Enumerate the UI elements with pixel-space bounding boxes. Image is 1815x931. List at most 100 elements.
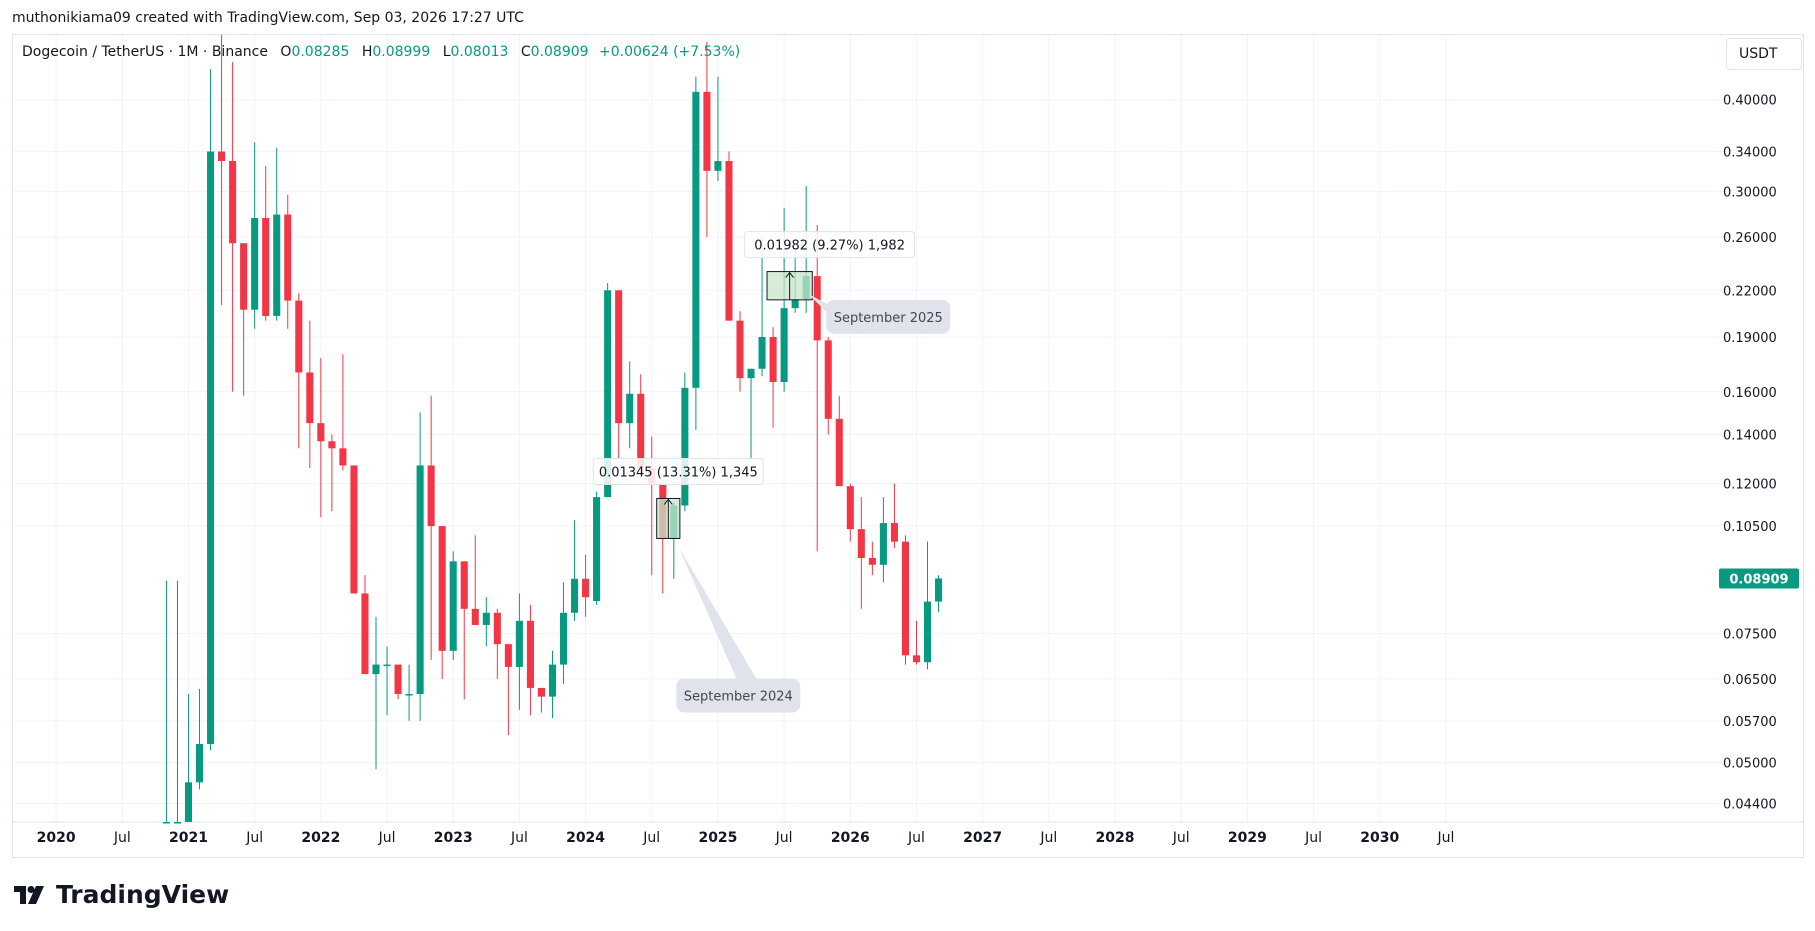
price-axis-label: 0.30000 — [1723, 185, 1777, 200]
candle-body — [262, 217, 270, 316]
price-range-arrowhead — [663, 498, 673, 505]
time-axis-label: Jul — [245, 830, 263, 846]
candle-body — [736, 320, 744, 379]
candle-body — [405, 694, 413, 696]
price-axis-label: 0.16000 — [1723, 386, 1777, 401]
tradingview-logo[interactable]: TradingView — [14, 880, 229, 909]
price-axis-label: 0.06500 — [1723, 673, 1777, 688]
candle-body — [703, 91, 711, 171]
time-axis-label: Jul — [510, 830, 528, 846]
candle-body — [923, 601, 932, 663]
candle-body — [571, 578, 579, 613]
time-axis-label: 2020 — [37, 830, 76, 846]
candle-body — [229, 161, 237, 244]
close-label: C — [520, 44, 531, 60]
candle-body — [890, 523, 898, 542]
time-axis-label: 2026 — [831, 830, 870, 846]
candle-body — [218, 151, 226, 162]
time-axis-label: 2023 — [434, 830, 473, 846]
time-axis-label: 2027 — [963, 830, 1002, 846]
time-axis-label: Jul — [113, 830, 131, 846]
time-axis-label: Jul — [378, 830, 396, 846]
candle-body — [559, 612, 568, 665]
candle-body — [195, 744, 204, 783]
candle-body — [471, 608, 479, 625]
candle-body — [769, 337, 777, 382]
candle-body — [504, 644, 512, 667]
tradingview-logo-text: TradingView — [56, 880, 230, 909]
candle-body — [835, 418, 843, 487]
candle-body — [361, 593, 369, 675]
candle-body — [284, 214, 292, 301]
candle-body — [537, 687, 545, 697]
candle-body — [207, 151, 215, 745]
candle-body — [515, 620, 523, 667]
price-range-label-box — [592, 457, 764, 485]
candle-body — [725, 161, 733, 321]
candle-body — [791, 299, 799, 309]
time-axis-label: 2024 — [566, 830, 605, 846]
time-axis-label: Jul — [1172, 830, 1190, 846]
candle-body — [912, 655, 921, 663]
price-range-label: 0.01345 (13.31%) 1,345 — [599, 465, 758, 480]
candle-body — [604, 290, 612, 498]
chart-caption: muthonikiama09 created with TradingView.… — [12, 10, 524, 26]
candle-body — [449, 561, 457, 651]
candle-body — [493, 612, 501, 645]
candle-body — [813, 276, 821, 341]
candle-body — [273, 214, 281, 316]
time-axis-label: 2029 — [1228, 830, 1267, 846]
time-axis-label: 2025 — [698, 830, 737, 846]
candle-body — [615, 290, 623, 424]
candle-body — [526, 620, 534, 688]
candle-body — [328, 441, 336, 449]
price-axis-label: 0.19000 — [1723, 331, 1777, 346]
candle-body — [868, 557, 876, 565]
candle-body — [482, 612, 490, 625]
symbol-name[interactable]: Dogecoin / TetherUS · 1M · Binance — [22, 44, 268, 60]
candle-body — [162, 822, 170, 824]
candle-body — [438, 526, 446, 651]
time-axis-label: 2021 — [169, 830, 208, 846]
time-axis-label: 2030 — [1360, 830, 1399, 846]
price-axis-label: 0.40000 — [1723, 94, 1777, 109]
candle-body — [879, 523, 887, 565]
candle-body — [747, 368, 755, 379]
candle-body — [714, 161, 722, 171]
price-axis-label: 0.14000 — [1723, 428, 1777, 443]
ohlc-legend: Dogecoin / TetherUS · 1M · Binance O 0.08… — [22, 44, 740, 60]
candle-body — [626, 393, 634, 424]
time-axis-label: Jul — [907, 830, 925, 846]
candle-body — [637, 393, 645, 468]
candle-body — [416, 465, 424, 695]
price-axis-label: 0.22000 — [1723, 284, 1777, 299]
candle-body — [901, 541, 909, 656]
time-axis-label: Jul — [1304, 830, 1322, 846]
callout-bubble — [826, 299, 951, 334]
candle-body — [240, 243, 248, 310]
chart-frame — [12, 34, 1804, 858]
callout-bubble — [676, 678, 801, 713]
last-price-label: 0.08909 — [1729, 572, 1788, 587]
price-axis-label: 0.05000 — [1723, 757, 1777, 772]
price-axis-label: 0.10500 — [1723, 520, 1777, 535]
price-axis-label: 0.07500 — [1723, 627, 1777, 642]
currency-unit-button[interactable]: USDT — [1726, 38, 1802, 70]
candle-body — [372, 664, 380, 675]
candle-body — [935, 578, 943, 602]
price-range-arrowhead — [785, 271, 795, 278]
candle-body — [350, 465, 358, 594]
time-axis-label: 2028 — [1096, 830, 1135, 846]
candle-body — [460, 561, 468, 609]
high-value: 0.08999 — [372, 44, 431, 60]
candle-body — [824, 340, 832, 419]
price-range-label-box — [744, 231, 916, 259]
open-label: O — [280, 44, 292, 60]
callout-label: September 2024 — [684, 689, 793, 704]
callout-pointer — [678, 546, 757, 679]
low-value: 0.08013 — [450, 44, 509, 60]
candle-body — [427, 465, 435, 527]
candle-body — [857, 529, 865, 558]
change-value: +0.00624 (+7.53%) — [599, 44, 741, 60]
